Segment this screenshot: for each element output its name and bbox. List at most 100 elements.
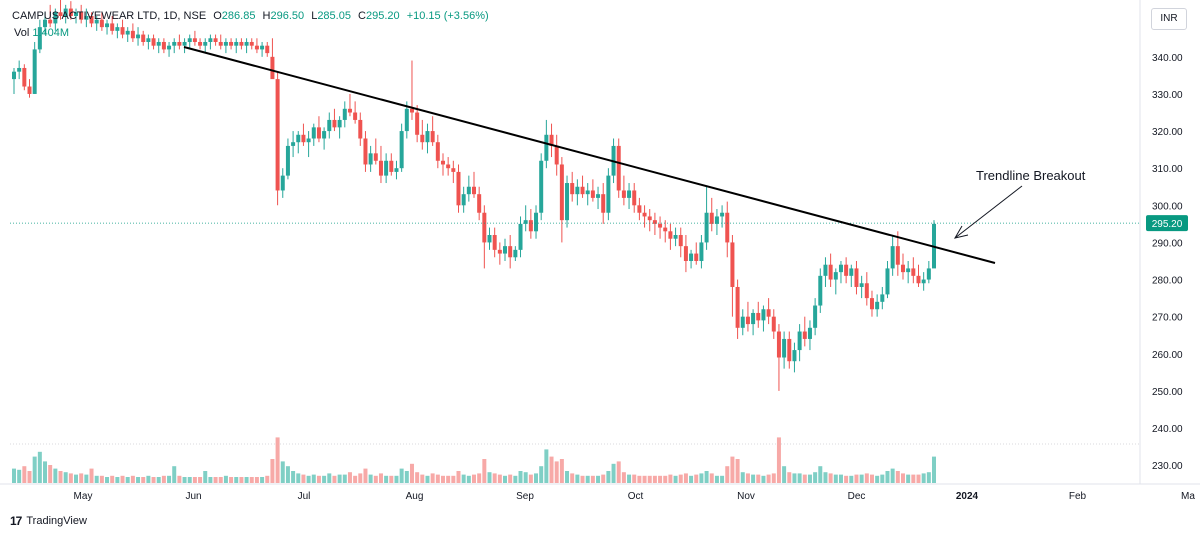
candle-body[interactable] [828, 264, 833, 280]
candle-body[interactable] [807, 327, 812, 339]
candle-body[interactable] [327, 119, 332, 132]
candle-body[interactable] [725, 212, 730, 243]
candle-body[interactable] [890, 246, 895, 269]
candle-body[interactable] [652, 220, 657, 224]
candle-body[interactable] [399, 131, 404, 169]
candle-body[interactable] [249, 41, 254, 46]
candle-body[interactable] [223, 41, 228, 46]
candle-body[interactable] [627, 190, 632, 198]
candle-body[interactable] [585, 190, 590, 195]
candle-body[interactable] [332, 119, 337, 128]
candle-body[interactable] [554, 145, 559, 165]
candle-body[interactable] [353, 112, 358, 120]
candle-body[interactable] [771, 316, 776, 332]
candle-body[interactable] [177, 41, 182, 46]
candle-body[interactable] [394, 168, 399, 172]
candle-body[interactable] [570, 183, 575, 195]
candle-body[interactable] [316, 127, 321, 139]
candle-body[interactable] [404, 108, 409, 132]
candle-body[interactable] [270, 56, 275, 80]
candle-body[interactable] [296, 134, 301, 143]
candle-body[interactable] [105, 23, 110, 28]
candle-body[interactable] [699, 242, 704, 261]
candle-body[interactable] [689, 253, 694, 261]
candle-body[interactable] [658, 223, 663, 228]
candle-body[interactable] [833, 272, 838, 280]
candle-body[interactable] [647, 216, 652, 221]
candle-body[interactable] [709, 212, 714, 224]
candle-body[interactable] [79, 12, 84, 20]
candle-body[interactable] [782, 338, 787, 358]
candle-body[interactable] [84, 16, 89, 20]
candle-body[interactable] [130, 30, 135, 39]
candle-body[interactable] [606, 175, 611, 213]
candle-body[interactable] [440, 160, 445, 165]
candle-body[interactable] [838, 264, 843, 273]
candle-body[interactable] [363, 138, 368, 165]
candle-body[interactable] [311, 127, 316, 139]
candle-body[interactable] [580, 186, 585, 195]
candle-body[interactable] [187, 38, 192, 42]
candle-body[interactable] [549, 134, 554, 146]
candle-body[interactable] [854, 268, 859, 287]
candle-body[interactable] [415, 112, 420, 135]
candle-body[interactable] [378, 160, 383, 176]
candle-body[interactable] [859, 283, 864, 287]
candle-body[interactable] [373, 153, 378, 161]
candle-body[interactable] [120, 27, 125, 35]
candle-body[interactable] [704, 212, 709, 243]
candle-body[interactable] [482, 212, 487, 243]
candle-body[interactable] [906, 268, 911, 273]
candle-body[interactable] [864, 283, 869, 299]
symbol-name[interactable]: CAMPUS ACTIVEWEAR LTD, 1D, NSE [12, 10, 207, 22]
candle-body[interactable] [523, 220, 528, 224]
candle-body[interactable] [384, 160, 389, 176]
candle-body[interactable] [477, 194, 482, 213]
candle-body[interactable] [115, 27, 120, 31]
candle-body[interactable] [156, 41, 161, 46]
candle-body[interactable] [167, 45, 172, 50]
candle-body[interactable] [301, 134, 306, 143]
candle-body[interactable] [528, 220, 533, 232]
candle-body[interactable] [849, 268, 854, 276]
candle-body[interactable] [125, 30, 130, 35]
candle-body[interactable] [280, 175, 285, 191]
candle-body[interactable] [347, 108, 352, 113]
candle-body[interactable] [239, 41, 244, 46]
candle-body[interactable] [885, 268, 890, 295]
candle-body[interactable] [756, 312, 761, 321]
candle-body[interactable] [503, 246, 508, 254]
candle-body[interactable] [342, 108, 347, 120]
candle-body[interactable] [99, 19, 104, 28]
candle-body[interactable] [420, 134, 425, 143]
candle-body[interactable] [291, 142, 296, 146]
candle-body[interactable] [151, 38, 156, 46]
candle-body[interactable] [244, 41, 249, 46]
candle-body[interactable] [911, 268, 916, 276]
candle-body[interactable] [813, 305, 818, 328]
candle-body[interactable] [776, 331, 781, 358]
candle-body[interactable] [368, 153, 373, 165]
candle-body[interactable] [544, 134, 549, 161]
candle-body[interactable] [17, 67, 22, 72]
candle-body[interactable] [27, 86, 32, 94]
candle-body[interactable] [668, 231, 673, 239]
candle-body[interactable] [161, 41, 166, 50]
candle-body[interactable] [446, 164, 451, 169]
candle-body[interactable] [435, 142, 440, 161]
candle-body[interactable] [389, 160, 394, 172]
candle-body[interactable] [234, 41, 239, 46]
trendline[interactable] [183, 46, 996, 264]
candle-body[interactable] [275, 79, 280, 191]
candle-body[interactable] [518, 223, 523, 250]
candle-body[interactable] [818, 275, 823, 306]
candle-body[interactable] [761, 309, 766, 321]
candle-body[interactable] [229, 41, 234, 46]
candle-body[interactable] [513, 249, 518, 258]
candle-body[interactable] [787, 338, 792, 362]
candle-body[interactable] [575, 186, 580, 195]
candle-body[interactable] [565, 183, 570, 221]
candle-body[interactable] [539, 160, 544, 213]
candle-body[interactable] [487, 235, 492, 243]
candle-body[interactable] [358, 119, 363, 139]
